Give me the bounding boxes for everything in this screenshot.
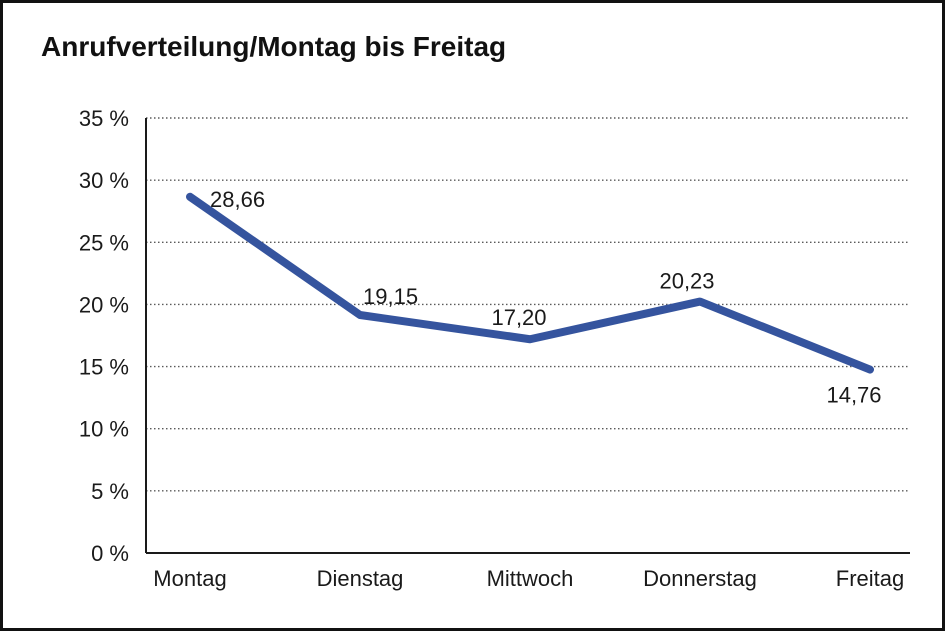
y-tick-label: 5 % [91, 479, 129, 504]
value-label: 14,76 [826, 383, 881, 408]
y-tick-label: 10 % [79, 417, 129, 442]
chart-title: Anrufverteilung/Montag bis Freitag [41, 31, 507, 62]
value-label: 17,20 [491, 305, 546, 330]
value-label: 28,66 [210, 187, 265, 212]
category-label: Freitag [836, 566, 904, 591]
chart-canvas: 35 % 30 % 25 % 20 % 15 % 10 % 5 % 0 % Montag Dien… [79, 106, 910, 591]
category-label: Donnerstag [643, 566, 757, 591]
category-label: Mittwoch [487, 566, 574, 591]
y-tick-label: 15 % [79, 355, 129, 380]
category-label: Dienstag [317, 566, 404, 591]
series-line [186, 192, 874, 374]
y-tick-label: 0 % [91, 541, 129, 566]
y-tick-label: 30 % [79, 168, 129, 193]
value-label: 20,23 [659, 269, 714, 294]
y-tick-label: 35 % [79, 106, 129, 131]
y-tick-label: 25 % [79, 230, 129, 255]
category-label: Montag [153, 566, 226, 591]
y-tick-label: 20 % [79, 292, 129, 317]
value-label: 19,15 [363, 284, 418, 309]
